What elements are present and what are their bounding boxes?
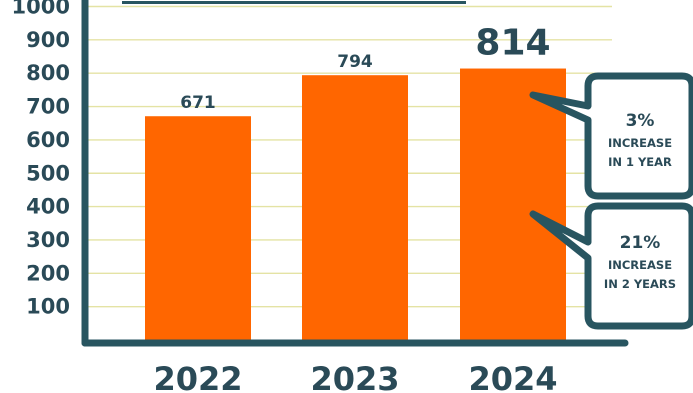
callout-2-years-percent: 21% bbox=[620, 233, 661, 253]
x-category-label-2024: 2024 bbox=[468, 360, 557, 393]
callout-2-years: 21% INCREASE IN 2 YEARS bbox=[529, 202, 693, 330]
callout-1-year-line2: IN 1 YEAR bbox=[608, 155, 672, 169]
x-category-label-2022: 2022 bbox=[153, 360, 242, 393]
callout-2-years-line2: IN 2 YEARS bbox=[604, 277, 676, 291]
callout-2-years-bubble bbox=[529, 202, 693, 330]
callout-1-year-line1: INCREASE bbox=[608, 136, 672, 150]
y-tick-label: 1000 bbox=[12, 0, 70, 19]
data-label-2024: 814 bbox=[475, 23, 550, 64]
bar-2022 bbox=[145, 116, 251, 340]
callout-1-year-percent: 3% bbox=[626, 111, 655, 131]
x-category-label-2023: 2023 bbox=[310, 360, 399, 393]
bar-2024 bbox=[460, 68, 566, 340]
callout-1-year-bubble bbox=[529, 72, 693, 200]
y-tick-label: 300 bbox=[26, 228, 70, 252]
y-tick-label: 600 bbox=[26, 128, 70, 152]
y-tick-label: 100 bbox=[26, 295, 70, 319]
y-tick-label: 400 bbox=[26, 195, 70, 219]
x-category-labels: 2022 2023 2024 bbox=[153, 360, 557, 393]
y-tick-label: 900 bbox=[26, 28, 70, 52]
callout-1-year: 3% INCREASE IN 1 YEAR bbox=[529, 72, 693, 200]
data-label-2022: 671 bbox=[180, 93, 216, 113]
y-tick-label: 200 bbox=[26, 261, 70, 285]
callout-2-years-line1: INCREASE bbox=[608, 258, 672, 272]
y-tick-label: 800 bbox=[26, 61, 70, 85]
y-tick-label: 700 bbox=[26, 95, 70, 119]
bar-2023 bbox=[302, 75, 408, 341]
top-banner-edge bbox=[122, 1, 466, 4]
data-label-2023: 794 bbox=[337, 52, 373, 72]
y-tick-labels: 100 200 300 400 500 600 700 800 900 1000 bbox=[12, 0, 70, 319]
bars bbox=[145, 68, 566, 341]
data-labels: 671 794 814 bbox=[180, 23, 550, 114]
axes bbox=[81, 0, 629, 347]
y-tick-label: 500 bbox=[26, 161, 70, 185]
